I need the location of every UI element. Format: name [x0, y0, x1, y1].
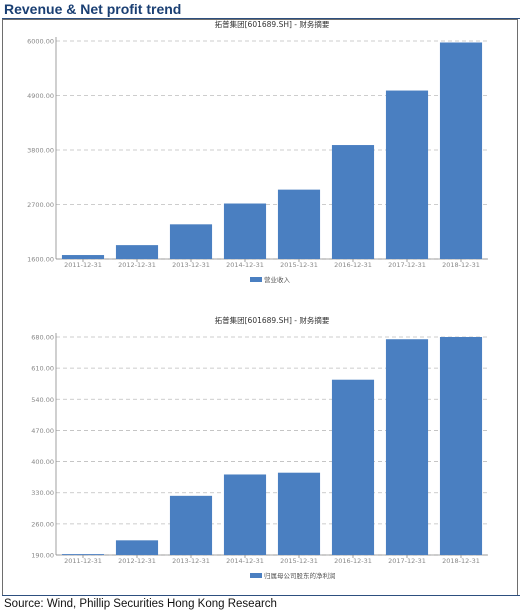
heading-rule: [2, 18, 520, 19]
bar-2011-12-31: [61, 554, 105, 555]
bar-2017-12-31: [385, 339, 429, 555]
bar-2013-12-31: [169, 224, 213, 259]
x-tick-label: 2014-12-31: [226, 557, 264, 565]
bar-2014-12-31: [223, 474, 267, 555]
net-profit-chart-svg: 拓普集团[601689.SH] - 财务摘要 190.00 260.00 330.00…: [31, 315, 488, 580]
chart-title: 拓普集团[601689.SH] - 财务摘要: [215, 19, 330, 29]
y-tick-label: 680.00: [31, 334, 54, 342]
x-tick-label: 2018-12-31: [442, 557, 480, 565]
bar-2015-12-31: [277, 189, 321, 259]
y-tick-label: 2700.00: [27, 201, 54, 209]
y-tick-label: 400.00: [31, 458, 54, 466]
legend-label: 归属母公司股东的净利润: [264, 571, 336, 580]
x-tick-label: 2017-12-31: [388, 557, 426, 565]
x-tick-label: 2016-12-31: [334, 261, 372, 269]
x-tick-label: 2012-12-31: [118, 261, 156, 269]
bar-2011-12-31: [61, 255, 105, 259]
y-tick-label: 190.00: [31, 552, 54, 560]
x-tick-label: 2013-12-31: [172, 261, 210, 269]
x-tick-label: 2015-12-31: [280, 557, 318, 565]
x-tick-label: 2012-12-31: [118, 557, 156, 565]
x-tick-label: 2015-12-31: [280, 261, 318, 269]
net-profit-chart: 拓普集团[601689.SH] - 财务摘要 190.00 260.00 330.00…: [4, 315, 516, 587]
bar-2015-12-31: [277, 472, 321, 555]
bar-2017-12-31: [385, 90, 429, 259]
x-tick-label: 2013-12-31: [172, 557, 210, 565]
bar-2016-12-31: [331, 145, 375, 259]
bar-2016-12-31: [331, 379, 375, 555]
bar-2012-12-31: [115, 245, 159, 259]
x-tick-label: 2014-12-31: [226, 261, 264, 269]
y-tick-label: 470.00: [31, 427, 54, 435]
bar-2018-12-31: [439, 42, 483, 260]
y-tick-label: 4900.00: [27, 92, 54, 100]
y-tick-label: 540.00: [31, 396, 54, 404]
y-tick-label: 3800.00: [27, 147, 54, 155]
legend-swatch: [250, 277, 262, 282]
bar-2012-12-31: [115, 540, 159, 555]
x-tick-label: 2011-12-31: [64, 557, 102, 565]
y-tick-label: 1600.00: [27, 256, 54, 264]
x-tick-label: 2011-12-31: [64, 261, 102, 269]
bar-2018-12-31: [439, 337, 483, 555]
legend-swatch: [250, 573, 262, 578]
bar-2013-12-31: [169, 495, 213, 555]
report-heading: Revenue & Net profit trend: [4, 1, 182, 17]
y-tick-label: 260.00: [31, 520, 54, 528]
y-tick-label: 610.00: [31, 365, 54, 373]
revenue-chart-svg: 拓普集团[601689.SH] - 财务摘要 1600.00 2700.00 3800…: [27, 19, 488, 284]
bar-2014-12-31: [223, 203, 267, 259]
y-tick-label: 6000.00: [27, 38, 54, 46]
x-tick-label: 2018-12-31: [442, 261, 480, 269]
x-tick-label: 2017-12-31: [388, 261, 426, 269]
revenue-chart: 拓普集团[601689.SH] - 财务摘要 1600.00 2700.00 3800…: [4, 19, 516, 291]
y-tick-label: 330.00: [31, 489, 54, 497]
x-tick-label: 2016-12-31: [334, 557, 372, 565]
source-note: Source: Wind, Phillip Securities Hong Ko…: [4, 598, 277, 610]
legend-label: 营业收入: [264, 275, 291, 284]
chart-title: 拓普集团[601689.SH] - 财务摘要: [215, 315, 330, 325]
source-rule: [2, 595, 520, 596]
